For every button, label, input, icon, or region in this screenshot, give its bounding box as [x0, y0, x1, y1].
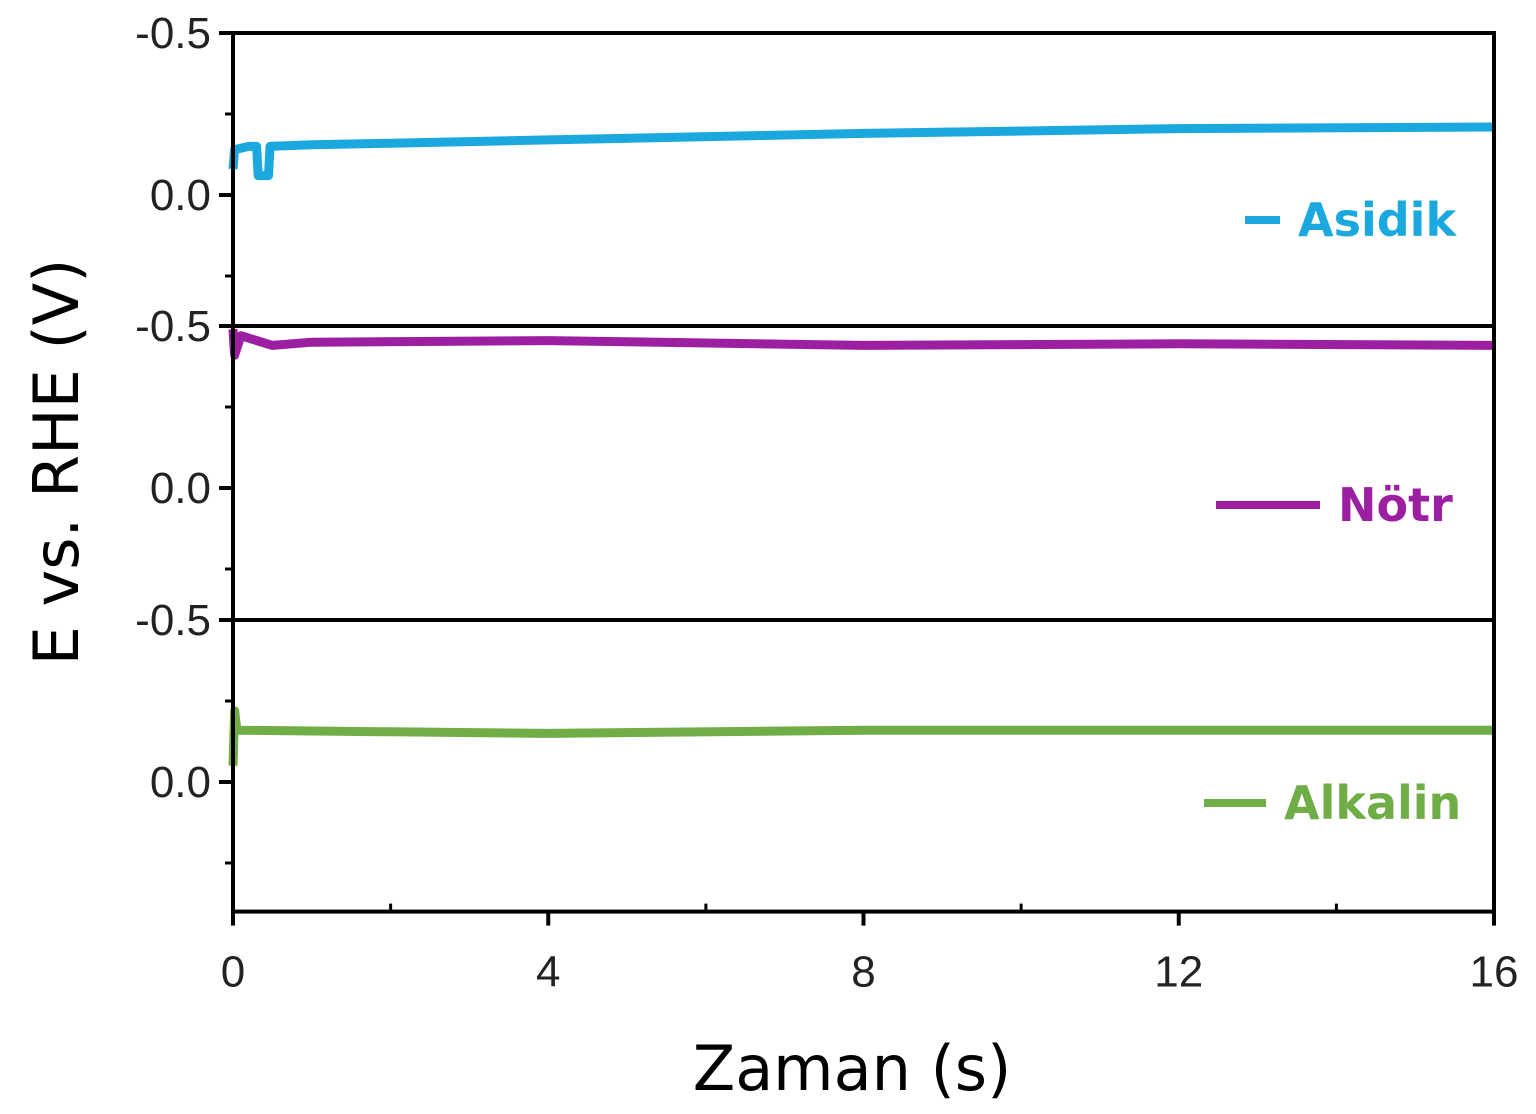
y-tick-label: -0.5: [135, 9, 211, 58]
x-tick-label: 16: [1470, 948, 1519, 997]
y-tick-label: -0.5: [135, 596, 211, 645]
y-tick-label: 0.0: [150, 464, 211, 513]
y-tick-label: 0.0: [150, 171, 211, 220]
x-tick-label: 12: [1154, 948, 1203, 997]
x-tick-label: 0: [221, 948, 245, 997]
y-tick-label: -0.5: [135, 302, 211, 351]
legend-label: Alkalin: [1284, 776, 1461, 830]
series-line-asidik: [228, 122, 1495, 181]
legend-label: Nötr: [1338, 478, 1453, 532]
x-axis-label: Zaman (s): [693, 1032, 1012, 1105]
legend-label: Asidik: [1298, 193, 1457, 247]
y-tick-label: 0.0: [150, 758, 211, 807]
x-tick-label: 4: [536, 948, 560, 997]
y-axis-label: E vs. RHE (V): [20, 259, 93, 666]
series-line-alkalin: [228, 706, 1494, 766]
x-tick-label: 8: [851, 948, 875, 997]
series-line-nötr: [228, 328, 1495, 360]
